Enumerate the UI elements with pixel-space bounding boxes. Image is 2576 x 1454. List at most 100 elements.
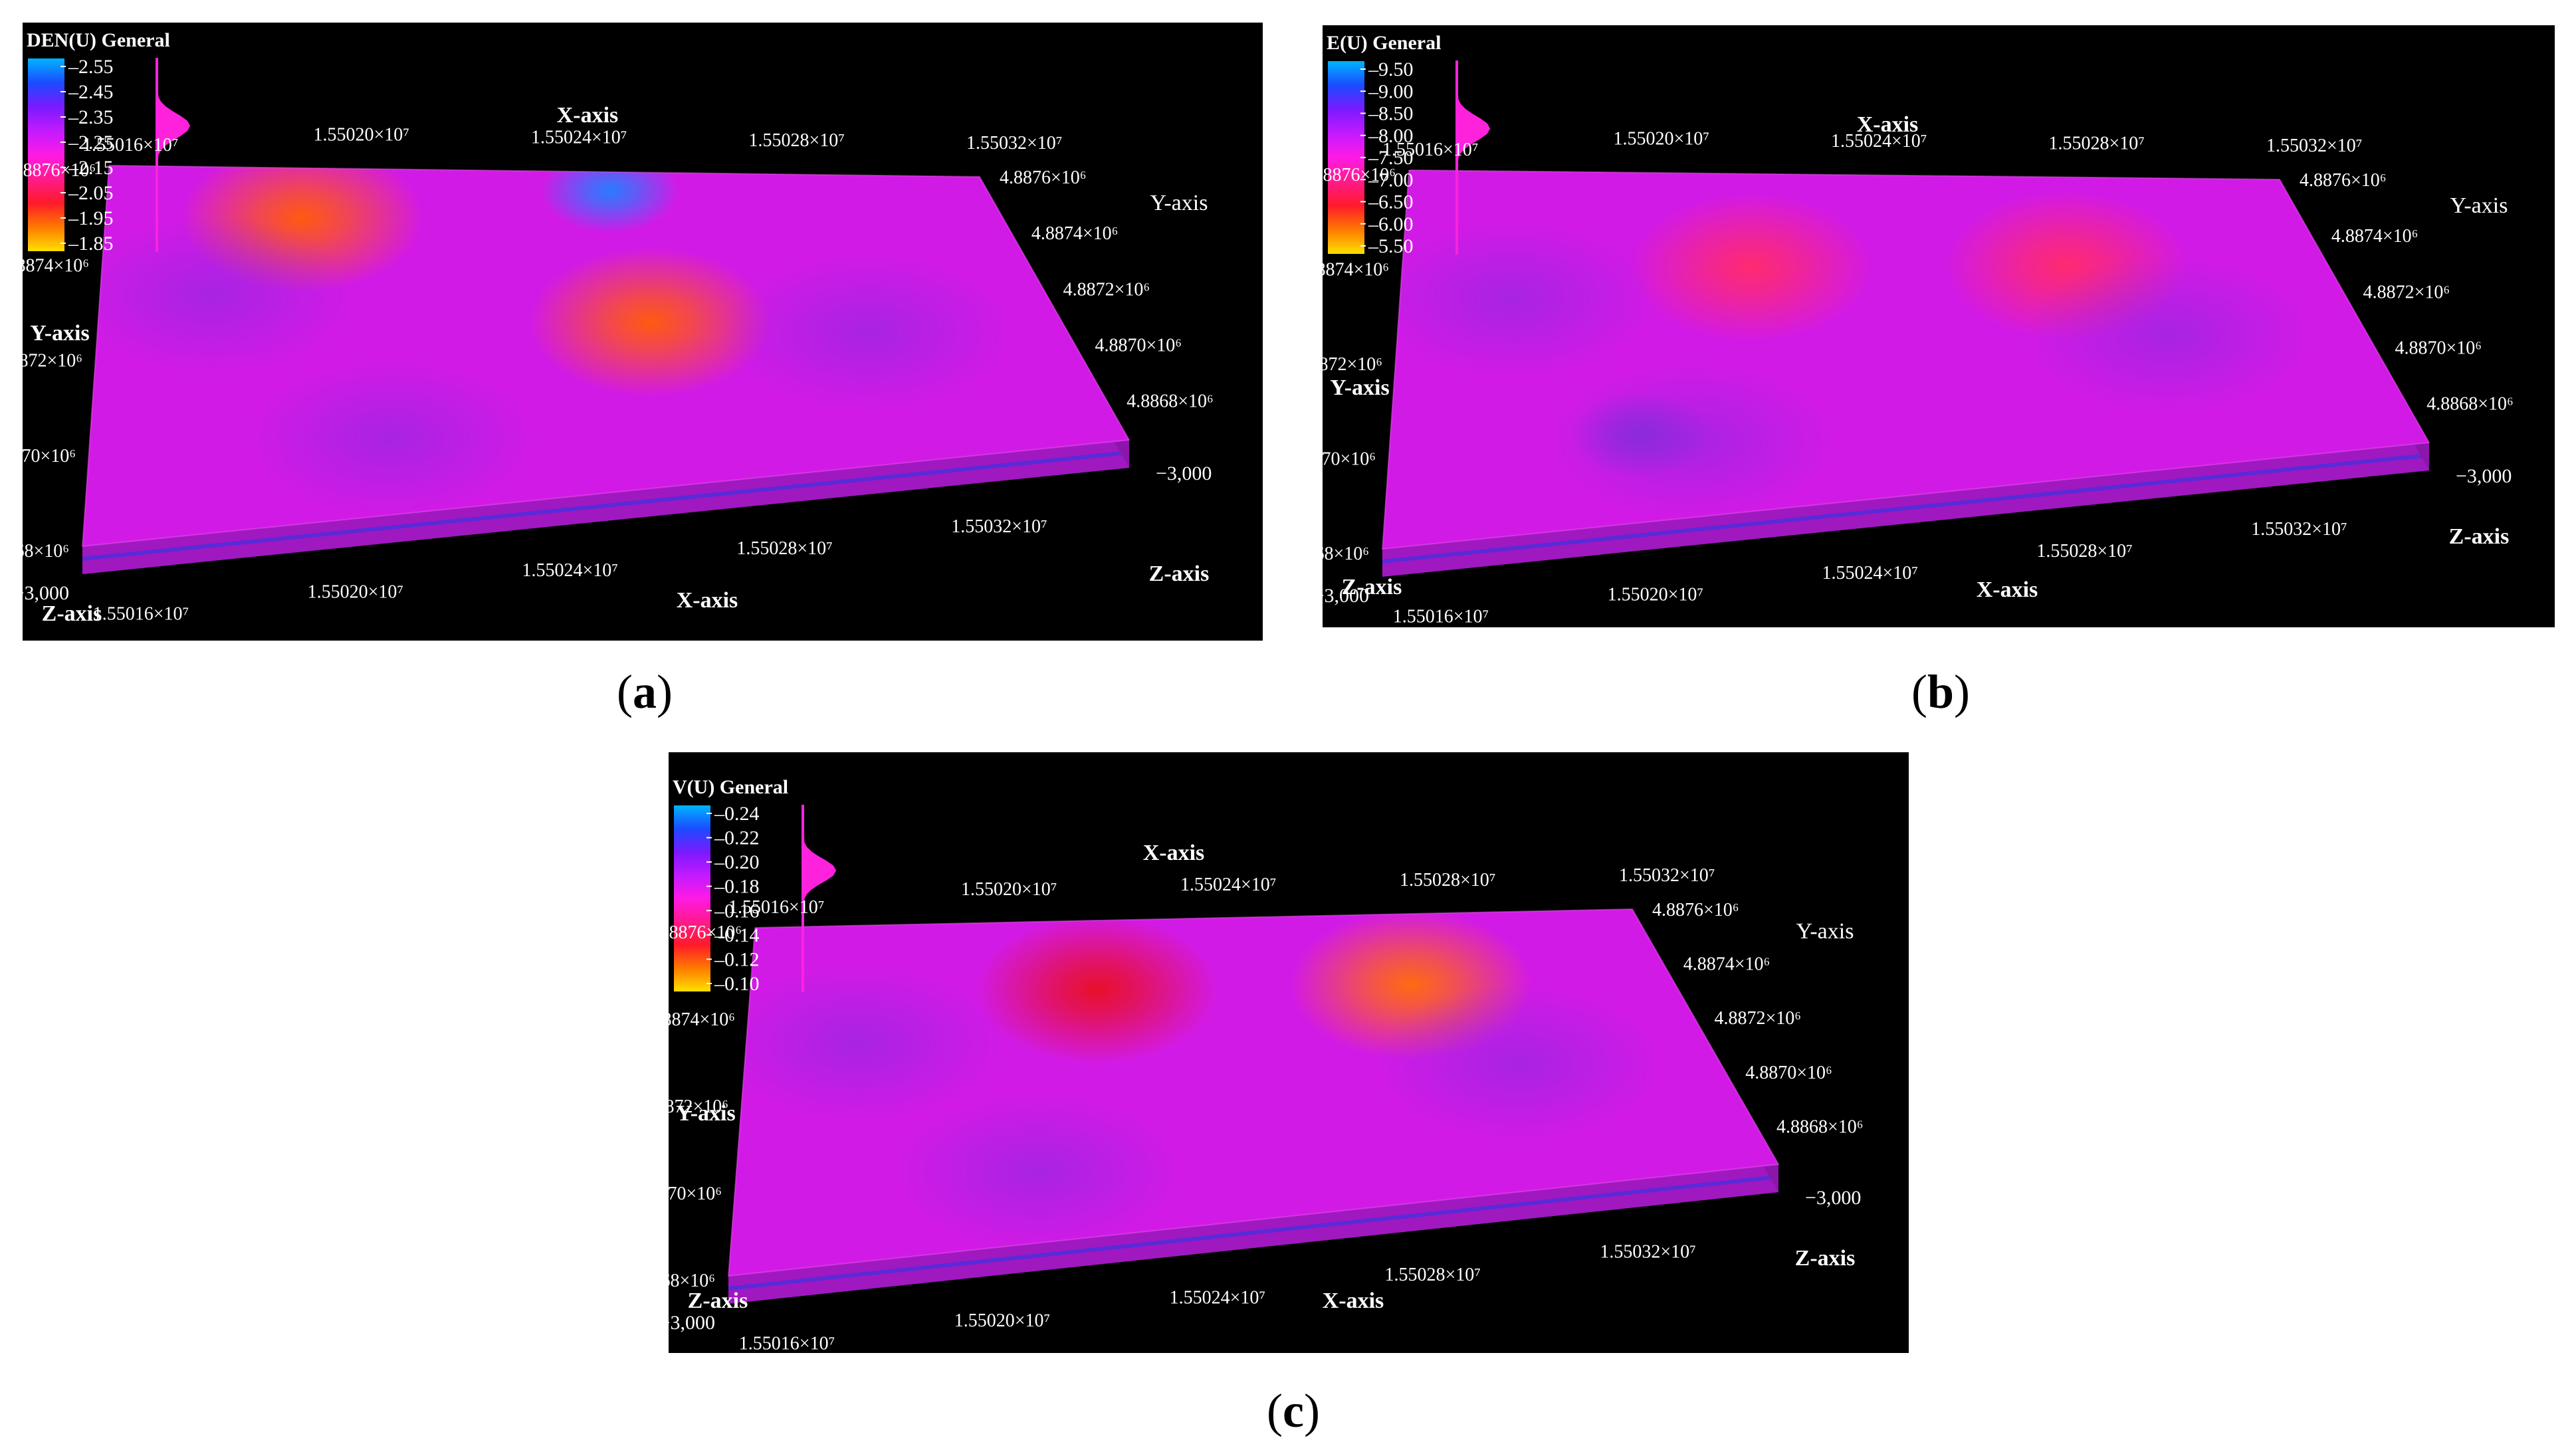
legend-histogram — [156, 58, 191, 252]
y-right-tick-label: 4.8874×10⁶ — [2331, 226, 2418, 247]
x-top-tick-label: 1.55028×10⁷ — [2049, 134, 2145, 154]
anomaly-layer — [728, 910, 1665, 1252]
legend-tick-label: –9.50 — [1368, 58, 1414, 80]
panel-a: DEN(U) General –2.55 –2.45 –2.35 –2.25 –2.15 –… — [23, 23, 1263, 641]
block-layer-stripe — [82, 450, 1130, 561]
x-top-tick-label: 1.55032×10⁷ — [2266, 136, 2363, 156]
x-top-tick-label: 1.55016×10⁷ — [82, 135, 179, 156]
caption-c: (c) — [1267, 1384, 1320, 1437]
z-axis-label-left: Z-axis — [1342, 575, 1402, 599]
z-axis-label-right: Z-axis — [1795, 1246, 1856, 1271]
x-top-tick-label: 1.55024×10⁷ — [1831, 131, 1927, 152]
y-right-tick-label: 4.8870×10⁶ — [2395, 338, 2482, 358]
y-axis-label-left: Y-axis — [1330, 375, 1389, 400]
z-tick-label-right: −3,000 — [1805, 1187, 1861, 1209]
x-bottom-tick-label: 1.55024×10⁷ — [1170, 1287, 1266, 1308]
panel-c-svg: V(U) General–0.24–0.22–0.20–0.18–0.16–0.… — [669, 776, 1864, 1353]
violet-zone — [728, 964, 1005, 1124]
anomaly-layer — [1382, 191, 2315, 522]
y-axis-label-left: Y-axis — [676, 1101, 735, 1126]
violet-zone — [82, 215, 358, 375]
legend-tick-label: –1.95 — [68, 207, 114, 229]
y-left-tick-label: 4.8872×10⁶ — [669, 1096, 728, 1117]
y-right-tick-label: 4.8874×10⁶ — [1031, 223, 1119, 244]
y-left-tick-label: 4.8870×10⁶ — [1323, 449, 1376, 470]
x-axis-label-bottom: X-axis — [1977, 577, 2038, 602]
y-right-tick-label: 4.8876×10⁶ — [2300, 170, 2387, 191]
y-axis-label-right: Y-axis — [2450, 193, 2508, 218]
x-bottom-tick-label: 1.55032×10⁷ — [951, 516, 1047, 537]
x-bottom-tick-label: 1.55024×10⁷ — [1822, 563, 1919, 583]
x-top-tick-label: 1.55028×10⁷ — [749, 130, 845, 151]
legend-tick-label: –2.35 — [68, 106, 114, 128]
y-left-tick-label: 4.8868×10⁶ — [23, 541, 69, 562]
x-top-tick-label: 1.55016×10⁷ — [728, 897, 825, 918]
y-left-tick-label: 4.8876×10⁶ — [1323, 165, 1396, 185]
x-top-tick-label: 1.55016×10⁷ — [1382, 140, 1479, 160]
block-outline — [727, 908, 1780, 1277]
legend-tick-label: –0.20 — [714, 851, 760, 873]
z-axis-label-right: Z-axis — [2449, 524, 2510, 549]
panel-b: E(U) General –9.50 –9.00 –8.50 –8.00 –7.50 –7.… — [1323, 25, 2555, 627]
y-left-tick-label: 4.8870×10⁶ — [23, 446, 76, 467]
x-axis-label-bottom: X-axis — [1323, 1289, 1384, 1313]
x-bottom-tick-label: 1.55016×10⁷ — [739, 1333, 835, 1353]
anomaly-low — [529, 247, 772, 397]
x-bottom-tick-label: 1.55028×10⁷ — [2036, 541, 2133, 562]
legend-tick-label: –9.00 — [1368, 80, 1414, 102]
legend-title: DEN(U) General — [27, 29, 170, 51]
legend-tick-label: –7.00 — [1368, 169, 1414, 191]
x-bottom-tick-label: 1.55024×10⁷ — [522, 560, 619, 581]
x-bottom-tick-label: 1.55020×10⁷ — [954, 1310, 1051, 1331]
x-top-tick-label: 1.55028×10⁷ — [1400, 870, 1496, 890]
y-left-tick-label: 4.8868×10⁶ — [1323, 544, 1369, 564]
y-left-tick-label: 4.8874×10⁶ — [1323, 260, 1389, 280]
y-right-tick-label: 4.8870×10⁶ — [1745, 1063, 1832, 1083]
y-right-tick-label: 4.8870×10⁶ — [1095, 335, 1182, 356]
x-top-tick-label: 1.55020×10⁷ — [1614, 129, 1710, 150]
panel-a-svg: DEN(U) General –2.55 –2.45 –2.35 –2.25 –2.15 –… — [23, 29, 1214, 626]
y-right-tick-label: 4.8876×10⁶ — [1652, 900, 1739, 920]
x-bottom-tick-label: 1.55016×10⁷ — [1393, 606, 1489, 627]
y-left-tick-label: 4.8868×10⁶ — [669, 1271, 715, 1291]
x-bottom-tick-label: 1.55020×10⁷ — [1608, 585, 1704, 605]
anomaly-low — [1630, 193, 1872, 342]
anomaly-high — [540, 165, 679, 234]
legend-tick-label: –2.25 — [68, 132, 114, 154]
block-outline — [81, 165, 1130, 548]
legend-tick-label: –2.45 — [68, 81, 114, 103]
legend-tick-label: –0.12 — [714, 948, 760, 970]
legend-tick-label: –2.55 — [68, 56, 114, 78]
legend-colorbar — [674, 805, 710, 991]
legend-tick-label: –8.50 — [1368, 103, 1414, 125]
legend-tick-label: –0.24 — [714, 803, 760, 825]
x-top-tick-label: 1.55032×10⁷ — [1619, 865, 1715, 886]
x-axis-label-top: X-axis — [1143, 841, 1205, 865]
y-axis-label-right: Y-axis — [1150, 191, 1208, 215]
x-bottom-tick-label: 1.55032×10⁷ — [1600, 1242, 1696, 1263]
block-layer-stripe — [728, 1174, 1779, 1291]
x-axis-label-bottom: X-axis — [677, 588, 738, 613]
legend-colorbar — [28, 58, 64, 251]
x-bottom-tick-label: 1.55032×10⁷ — [2251, 519, 2347, 540]
legend-tick-label: –0.16 — [714, 900, 760, 922]
caption-b: (b) — [1911, 665, 1970, 718]
legend-title: E(U) General — [1327, 32, 1441, 54]
anomaly-low — [976, 914, 1218, 1064]
z-tick-label-left: −3,000 — [1323, 585, 1369, 607]
legend-tick-label: –5.50 — [1368, 235, 1414, 257]
legend-tick-label: –2.05 — [68, 182, 114, 204]
violet-zone — [244, 358, 537, 518]
y-right-tick-label: 4.8868×10⁶ — [1776, 1116, 1864, 1137]
x-bottom-tick-label: 1.55028×10⁷ — [1385, 1265, 1481, 1285]
legend-histogram — [802, 805, 837, 992]
legend-tick-label: –6.50 — [1368, 191, 1414, 213]
violet-zone — [1544, 362, 1837, 522]
x-top-tick-label: 1.55024×10⁷ — [531, 128, 627, 148]
block-layer-stripe — [1382, 453, 2430, 564]
y-left-tick-label: 4.8870×10⁶ — [669, 1184, 722, 1204]
legend-tick-label: –1.85 — [68, 233, 114, 255]
z-tick-label-right: −3,000 — [2456, 465, 2512, 487]
x-bottom-tick-label: 1.55028×10⁷ — [736, 538, 833, 559]
y-axis-label-left: Y-axis — [30, 321, 89, 346]
